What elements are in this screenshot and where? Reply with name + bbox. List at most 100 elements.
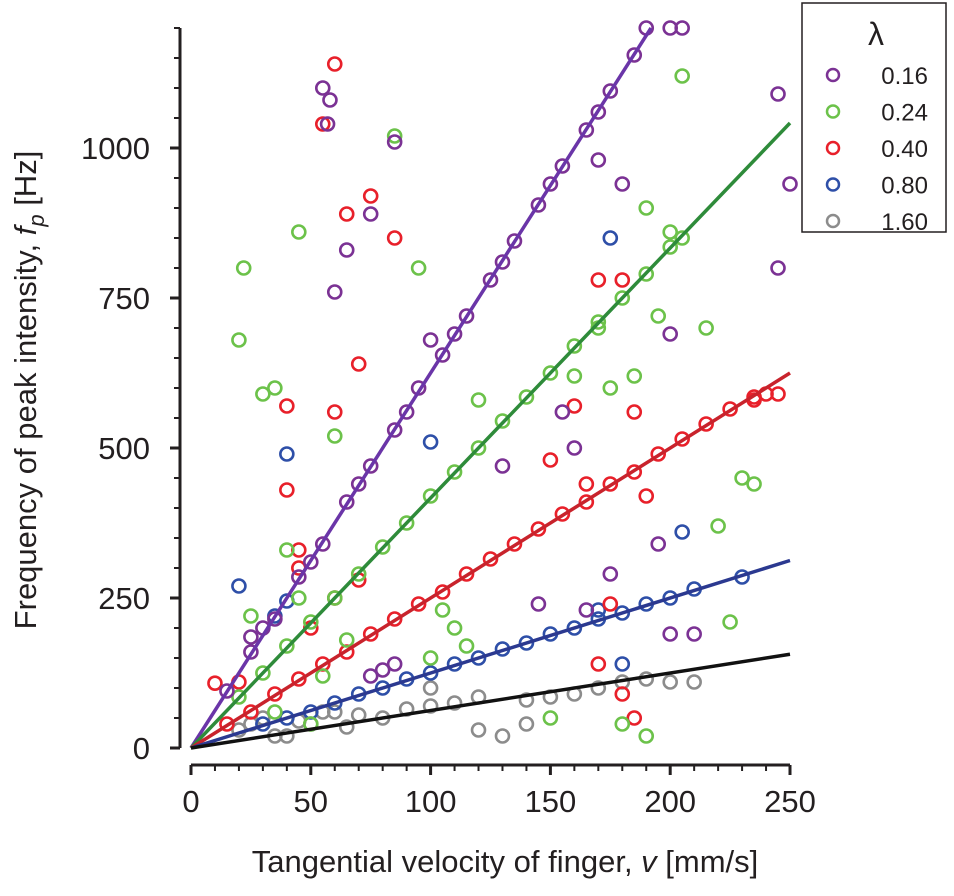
data-point <box>398 404 415 420</box>
data-point <box>722 614 738 630</box>
data-point <box>602 476 619 492</box>
data-point <box>314 116 331 132</box>
data-point <box>770 260 786 276</box>
data-point <box>590 104 607 120</box>
data-point <box>446 464 463 480</box>
data-point <box>626 47 643 63</box>
data-point <box>482 272 499 288</box>
data-point <box>422 650 439 666</box>
data-point <box>386 134 403 150</box>
data-point <box>326 56 343 72</box>
legend-title: λ <box>868 16 884 52</box>
data-point <box>494 413 511 429</box>
data-point <box>494 728 511 744</box>
data-point <box>326 284 343 300</box>
data-point <box>243 704 259 720</box>
data-point <box>662 590 679 606</box>
y-tick-label: 500 <box>98 431 150 466</box>
data-point <box>322 92 338 108</box>
data-point <box>602 596 619 612</box>
data-point <box>446 326 463 342</box>
data-point <box>518 635 535 651</box>
data-point <box>686 626 702 642</box>
data-point <box>482 551 499 567</box>
data-point <box>662 626 679 642</box>
data-point <box>362 206 379 222</box>
x-tick-label: 100 <box>405 784 457 819</box>
data-point <box>314 536 331 552</box>
legend-label: 0.80 <box>881 173 928 200</box>
data-point <box>554 404 571 420</box>
data-point <box>638 728 655 744</box>
data-point <box>602 230 619 246</box>
data-point <box>494 254 511 270</box>
data-point <box>422 698 439 714</box>
legend-item: 0.16 <box>825 63 928 90</box>
data-point <box>470 722 487 738</box>
data-point <box>279 482 295 498</box>
data-point <box>350 566 367 582</box>
data-point <box>590 680 607 696</box>
x-tick-label: 250 <box>764 784 816 819</box>
data-point <box>614 605 631 621</box>
data-point <box>267 704 283 720</box>
data-point <box>542 365 559 381</box>
data-point <box>279 710 295 726</box>
data-point <box>267 611 283 627</box>
data-point <box>279 728 295 744</box>
data-point <box>698 320 714 336</box>
data-point <box>386 611 403 627</box>
data-point <box>243 608 259 624</box>
data-point <box>386 422 403 438</box>
data-point <box>279 446 295 462</box>
data-point <box>374 662 391 678</box>
data-point <box>506 233 523 249</box>
data-point <box>710 518 726 534</box>
data-point <box>219 716 235 732</box>
legend-marker <box>825 140 841 156</box>
data-point <box>255 386 271 402</box>
data-point <box>602 83 619 99</box>
legend-item: 1.60 <box>825 209 928 236</box>
data-point <box>319 116 336 132</box>
data-point <box>590 656 607 672</box>
legend-label: 0.40 <box>881 136 928 163</box>
data-point <box>614 176 631 192</box>
y-tick-label: 1000 <box>81 131 150 166</box>
data-point <box>302 614 319 630</box>
legend-marker <box>825 67 841 83</box>
data-point <box>674 431 690 447</box>
fit-line-1.60 <box>190 652 791 750</box>
data-point <box>470 392 487 408</box>
data-point <box>566 338 583 354</box>
data-point <box>338 632 355 648</box>
data-point <box>279 638 295 654</box>
data-point <box>398 515 415 531</box>
legend-item: 0.80 <box>825 173 928 200</box>
data-point <box>638 200 655 216</box>
data-point <box>590 314 607 330</box>
y-axis-title: Frequency of peak intensity, fp [Hz] <box>8 151 49 630</box>
data-point <box>422 665 439 681</box>
data-point <box>614 716 631 732</box>
data-point <box>554 158 571 174</box>
data-point <box>446 695 463 711</box>
data-point <box>566 368 583 384</box>
data-point <box>542 176 559 192</box>
data-point <box>674 20 690 36</box>
data-point <box>602 566 619 582</box>
legend: λ 0.16 0.24 0.40 0.80 1.60 <box>801 2 947 236</box>
data-point <box>291 569 307 585</box>
legend-label: 0.24 <box>881 100 928 127</box>
data-point <box>614 686 631 702</box>
data-point <box>243 629 259 645</box>
y-tick-label: 0 <box>133 731 150 766</box>
y-tick-label: 250 <box>98 581 150 616</box>
x-axis-title: Tangential velocity of finger, v [mm/s] <box>252 844 759 879</box>
data-point <box>326 428 343 444</box>
data-point <box>626 404 643 420</box>
data-point <box>291 671 307 687</box>
data-point <box>410 260 427 276</box>
data-point <box>722 401 738 417</box>
